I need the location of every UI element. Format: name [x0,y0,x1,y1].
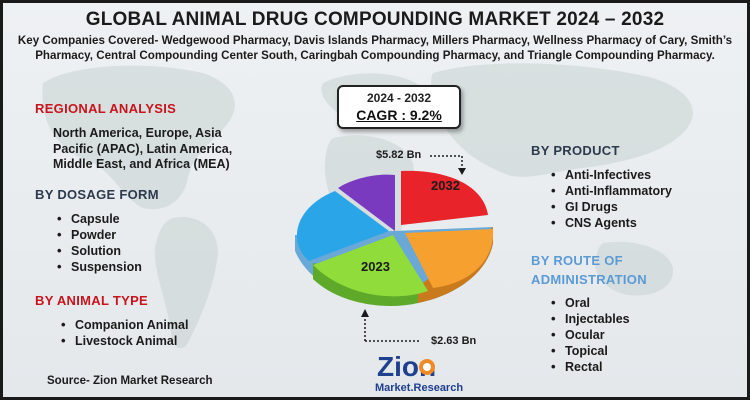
pie-slice-green [313,235,428,297]
list-item: Livestock Animal [59,333,188,349]
list-item: Powder [55,227,142,243]
pie-label-2023: 2023 [361,259,390,274]
cagr-years: 2024 - 2032 [366,91,432,105]
callout-arrow-2032 [430,155,466,175]
pie-slice-red [401,170,488,225]
list-item: Capsule [55,211,142,227]
route-heading: BY ROUTE OF ADMINISTRATION [531,251,647,289]
route-heading-line1: BY ROUTE OF [531,253,623,268]
list-item: Suspension [55,259,142,275]
product-list: Anti-Infectives Anti-Inflammatory GI Dru… [549,167,672,231]
pie-label-2032: 2032 [431,178,460,193]
pie-chart: 2032 2023 [295,170,494,306]
regional-heading: REGIONAL ANALYSIS [35,101,177,116]
list-item: CNS Agents [549,215,672,231]
list-item: Companion Animal [59,317,188,333]
list-item: Topical [549,343,630,359]
pie-slice-purple [338,174,395,231]
route-heading-line2: ADMINISTRATION [531,272,647,287]
regional-text: North America, Europe, Asia Pacific (APA… [53,126,233,171]
page-title: GLOBAL ANIMAL DRUG COMPOUNDING MARKET 20… [85,9,665,30]
pie-slice-blue [296,191,389,261]
list-item: Ocular [549,327,630,343]
list-item: Oral [549,295,630,311]
source-note: Source- Zion Market Research [47,375,213,387]
dosage-heading: BY DOSAGE FORM [35,187,159,202]
animal-heading: BY ANIMAL TYPE [35,293,149,308]
route-list: Oral Injectables Ocular Topical Rectal [549,295,630,375]
pie-slice-orange [405,229,494,288]
animal-list: Companion Animal Livestock Animal [59,317,188,349]
list-item: Anti-Inflammatory [549,183,672,199]
list-item: Rectal [549,359,630,375]
list-item: Anti-Infectives [549,167,672,183]
value-2023: $2.63 Bn [431,335,477,347]
dosage-list: Capsule Powder Solution Suspension [55,211,142,275]
list-item: Solution [55,243,142,259]
callout-arrow-2023 [361,309,421,342]
product-heading: BY PRODUCT [531,143,620,158]
list-item: GI Drugs [549,199,672,215]
zion-logo: Zion Market.Research [375,351,463,394]
cagr-box: 2024 - 2032 CAGR : 9.2% [337,85,461,129]
svg-text:Market.Research: Market.Research [375,382,463,394]
list-item: Injectables [549,311,630,327]
cagr-value: CAGR : 9.2% [356,107,442,123]
value-2032: $5.82 Bn [376,149,422,161]
companies-covered: Key Companies Covered- Wedgewood Pharmac… [17,34,733,62]
